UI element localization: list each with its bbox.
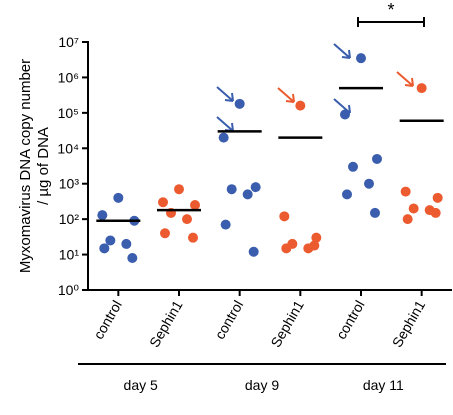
x-tick-label: control (90, 298, 125, 342)
arrow (216, 116, 234, 132)
x-tick-label: Sephin1 (389, 297, 429, 350)
data-point (234, 98, 245, 109)
y-tick-label: 10⁶ (58, 69, 79, 85)
y-tick-label: 10³ (59, 176, 80, 192)
data-point (218, 132, 229, 143)
y-tick-label: 10⁷ (58, 34, 79, 50)
data-point (356, 53, 366, 64)
data-point (242, 189, 253, 200)
arrow (396, 71, 414, 87)
data-point (160, 228, 170, 239)
y-tick-label: 10⁰ (58, 282, 80, 298)
data-point (281, 243, 292, 254)
data-point (250, 182, 261, 193)
y-tick-label: 10² (59, 211, 80, 227)
data-point (430, 207, 441, 218)
data-point (105, 235, 116, 246)
data-point (309, 240, 320, 251)
data-point (370, 207, 380, 218)
group-label: day 11 (363, 377, 404, 393)
data-point (402, 214, 413, 225)
x-tick-label: control (333, 298, 368, 342)
data-point (158, 197, 168, 208)
arrow (216, 86, 234, 102)
y-tick-label: 10⁵ (58, 105, 79, 121)
data-point (190, 200, 200, 211)
data-point (99, 243, 110, 254)
data-point (97, 210, 108, 221)
data-point (372, 153, 382, 164)
data-point (279, 211, 290, 222)
data-point (113, 192, 124, 203)
y-tick-label: 10⁴ (57, 140, 79, 156)
data-point (432, 192, 443, 203)
data-point (295, 100, 306, 111)
data-point (408, 203, 419, 214)
group-label: day 9 (245, 377, 279, 393)
arrows (216, 43, 414, 132)
x-tick-label: Sephin1 (146, 297, 186, 350)
data-point (121, 238, 132, 249)
data-point (182, 214, 192, 225)
data-point (340, 109, 350, 120)
y-axis-label: Myxomavirus DNA copy number (17, 59, 34, 273)
arrow-group (277, 71, 414, 103)
arrow (277, 87, 295, 103)
data-point (400, 186, 411, 197)
significance-bracket (357, 17, 425, 27)
data-point (248, 246, 259, 257)
data-point (416, 83, 427, 94)
data-point (311, 232, 322, 243)
data-point (364, 178, 374, 189)
significance-label: * (387, 0, 394, 20)
data-point (188, 232, 198, 243)
y-axis-label: / µg of DNA (35, 127, 52, 205)
arrow-group (216, 43, 351, 132)
group-label: day 5 (124, 377, 158, 393)
y-tick-label: 10¹ (59, 247, 80, 263)
data-point (226, 184, 237, 195)
data-point (174, 184, 184, 195)
data-point (342, 189, 352, 200)
data-point (220, 219, 231, 230)
x-tick-label: control (211, 298, 246, 342)
x-tick-label: Sephin1 (267, 297, 307, 350)
data-point (348, 161, 358, 172)
arrow (333, 43, 351, 59)
data-point (127, 253, 138, 264)
